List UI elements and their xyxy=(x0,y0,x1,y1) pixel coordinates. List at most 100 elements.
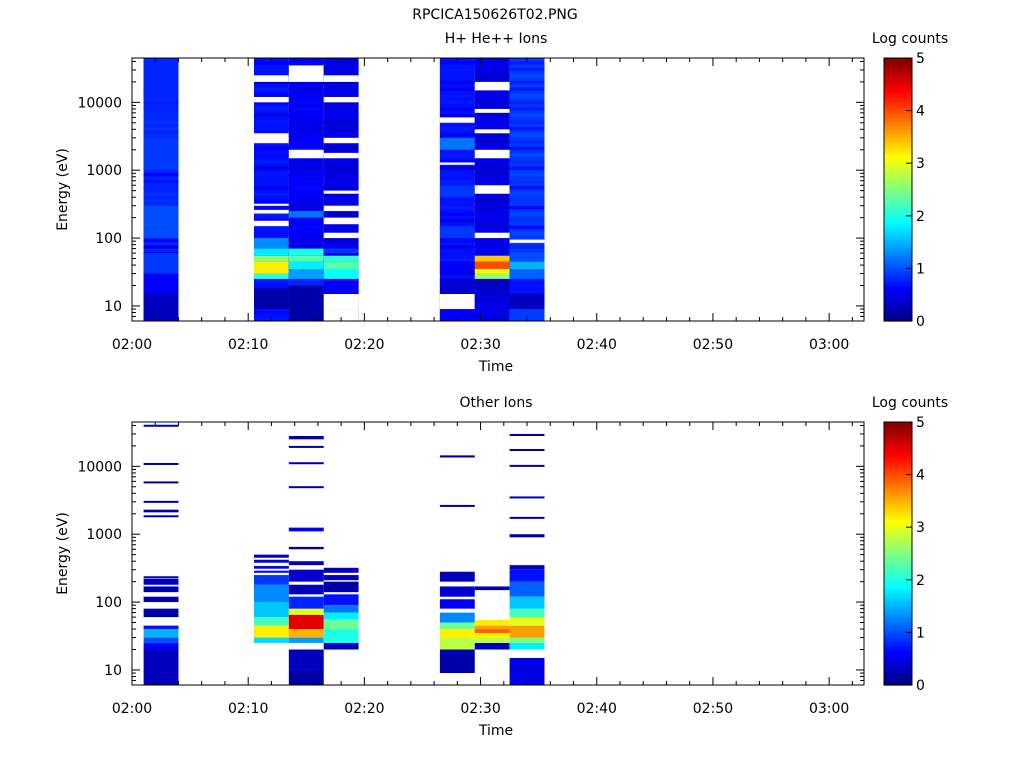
colorbar-segment xyxy=(884,273,912,277)
spectrogram-cell xyxy=(254,186,289,190)
spectrogram-cell xyxy=(288,527,324,532)
spectrogram-cell xyxy=(254,554,289,558)
colorbar-segment xyxy=(884,84,912,88)
spectrogram-cell xyxy=(323,225,359,229)
spectrogram-cell xyxy=(509,464,545,467)
colorbar-segment xyxy=(884,466,912,470)
spectrogram-cell xyxy=(509,581,545,597)
spectrogram-cell xyxy=(254,288,289,310)
spectrogram-cell xyxy=(254,159,289,164)
colorbar-segment xyxy=(884,218,912,222)
colorbar-segment xyxy=(884,574,912,578)
spectrogram-cell xyxy=(288,94,324,98)
spectrogram-cell xyxy=(509,516,545,519)
colorbar-segment xyxy=(884,587,912,591)
spectrogram-cell xyxy=(254,617,289,626)
spectrogram-cell xyxy=(323,159,359,164)
spectrogram-cell xyxy=(254,107,289,111)
spectrogram-cell xyxy=(254,166,289,170)
spectrogram-cell xyxy=(288,278,324,286)
colorbar-segment xyxy=(884,650,912,655)
spectrogram-cell xyxy=(143,424,179,427)
spectrogram-cell xyxy=(143,137,179,171)
spectrogram-cell xyxy=(509,81,545,85)
x-tick-label: 02:10 xyxy=(228,337,268,353)
spectrogram-cell xyxy=(509,166,545,170)
colorbar-segment xyxy=(884,102,912,106)
colorbar-segment xyxy=(884,571,912,576)
colorbar-segment xyxy=(884,443,912,447)
spectrogram-gap xyxy=(288,149,324,159)
spectrogram-cell xyxy=(509,212,545,216)
spectrogram-cell xyxy=(288,133,324,137)
spectrogram-cell xyxy=(509,67,545,72)
colorbar-segment xyxy=(884,58,912,62)
colorbar-segment xyxy=(884,136,912,141)
colorbar-segment xyxy=(884,247,912,251)
spectrogram-cell xyxy=(509,625,545,638)
spectrogram-cell xyxy=(439,87,475,91)
x-tick-label: 02:50 xyxy=(693,337,733,353)
spectrogram-cell xyxy=(474,173,510,177)
colorbar-segment xyxy=(884,318,912,322)
spectrogram-cell xyxy=(143,509,179,513)
spectrogram-cell xyxy=(143,576,179,579)
colorbar-segment xyxy=(884,226,912,230)
colorbar-segment xyxy=(884,126,912,130)
colorbar-segment xyxy=(884,234,912,238)
time-column xyxy=(323,567,359,650)
colorbar-segment xyxy=(884,658,912,662)
colorbar-segment xyxy=(884,118,912,122)
spectrogram-cell xyxy=(288,629,324,638)
colorbar-segment xyxy=(884,682,912,686)
spectrogram-cell xyxy=(439,199,475,203)
colorbar-segment xyxy=(884,474,912,478)
spectrogram-cell xyxy=(143,625,179,630)
colorbar-segment xyxy=(884,142,912,146)
colorbar-segment xyxy=(884,424,912,428)
colorbar-segment xyxy=(884,595,912,599)
spectrogram-cell xyxy=(143,100,179,105)
spectrogram-cell xyxy=(143,113,179,118)
spectrogram-cell xyxy=(509,192,545,197)
colorbar-segment xyxy=(884,495,912,499)
spectrogram-cell xyxy=(254,219,289,223)
spectrogram-cell xyxy=(288,462,324,465)
colorbar-segment xyxy=(884,603,912,607)
spectrogram-cell xyxy=(474,166,510,170)
spectrogram-cell xyxy=(288,649,324,670)
colorbar-segment xyxy=(884,514,912,518)
colorbar-segment xyxy=(884,284,912,288)
spectrogram-cell xyxy=(254,173,289,177)
colorbar-segment xyxy=(884,257,912,262)
spectrogram-cell xyxy=(254,278,289,282)
colorbar-segment xyxy=(884,160,912,164)
spectrogram-cell xyxy=(323,87,359,91)
spectrogram-cell xyxy=(439,113,475,118)
colorbar-segment xyxy=(884,165,912,170)
colorbar-segment xyxy=(884,632,912,636)
x-tick-label: 02:50 xyxy=(693,701,733,717)
spectrogram-cell xyxy=(439,67,475,72)
spectrogram-cell xyxy=(143,608,179,618)
colorbar-segment xyxy=(884,564,912,568)
spectrogram-cell xyxy=(474,100,510,105)
spectrogram-cell xyxy=(474,261,510,270)
spectrogram-cell xyxy=(474,278,510,289)
spectrogram-cell xyxy=(439,185,475,198)
colorbar-segment xyxy=(884,566,912,570)
spectrogram-cell xyxy=(323,127,359,131)
colorbar-segment xyxy=(884,532,912,536)
colorbar-segment xyxy=(884,479,912,484)
plot-frame xyxy=(131,421,865,686)
spectrogram-cell xyxy=(254,179,289,183)
spectrogram-cell xyxy=(439,258,475,262)
colorbar-segment xyxy=(884,94,912,99)
colorbar: 0 1 2 3 4 5 Log counts xyxy=(872,395,948,694)
spectrogram-cell xyxy=(509,565,545,570)
spectrogram-cell xyxy=(439,637,475,650)
x-tick-label: 02:40 xyxy=(577,701,617,717)
colorbar-segment xyxy=(884,627,912,631)
spectrogram-cell xyxy=(288,637,324,643)
spectrogram-cell xyxy=(143,515,179,518)
